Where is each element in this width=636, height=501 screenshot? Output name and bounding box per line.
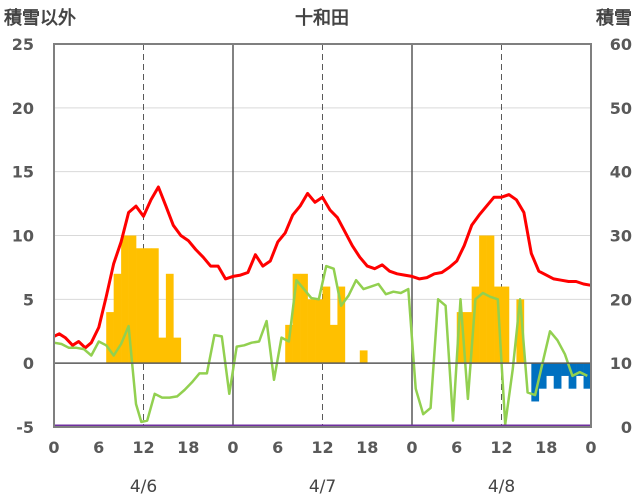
bar [292,273,301,364]
bar [531,363,540,402]
bar [329,324,338,364]
bar [121,235,129,364]
bar [128,235,137,364]
date-label: 4/6 [130,477,157,497]
bar [456,312,465,364]
bar [583,363,592,389]
bar [479,235,487,364]
left-tick-label: -5 [16,418,34,437]
right-tick-label: 60 [610,35,632,54]
x-tick-label: 12 [311,438,333,457]
left-tick-label: 15 [12,163,34,182]
left-tick-label: 10 [12,227,34,246]
series-line [53,185,592,350]
right-tick-label: 30 [610,227,632,246]
bar [158,337,167,364]
left-tick-label: 20 [12,99,34,118]
bar [553,363,562,389]
series-line [53,264,588,426]
right-tick-label: 10 [610,354,632,373]
bar [322,286,331,364]
right-tick-label: 40 [610,163,632,182]
plot-frame [53,43,592,428]
bar [494,286,502,364]
bar [546,363,555,376]
x-tick-label: 0 [585,438,596,457]
left-tick-label: 25 [12,35,34,54]
chart-title: 十和田 [295,7,349,29]
x-tick-label: 18 [177,438,199,457]
bar [516,299,525,364]
x-tick-label: 18 [356,438,378,457]
right-tick-label: 50 [610,99,632,118]
right-tick-label: 20 [610,290,632,309]
x-tick-label: 0 [406,438,417,457]
bar [113,273,122,364]
bar [315,299,323,364]
bar [143,248,152,364]
bar [136,248,144,364]
x-tick-label: 12 [132,438,154,457]
bar [576,363,584,376]
x-tick-label: 12 [490,438,512,457]
bar [501,286,510,364]
bar [486,235,495,364]
bar [106,312,114,364]
bar [337,286,346,364]
bar [471,286,480,364]
date-label: 4/7 [309,477,336,497]
x-tick-label: 0 [48,438,59,457]
x-tick-label: 0 [227,438,238,457]
axes [53,43,592,428]
bar [165,273,174,364]
x-tick-label: 6 [272,438,283,457]
x-tick-label: 6 [451,438,462,457]
right-tick-label: 0 [621,418,632,437]
left-axis-label: 積雪以外 [3,7,76,29]
bar [538,363,547,389]
left-tick-label: 5 [23,290,34,309]
bar [359,350,368,364]
right-axis-label: 積雪 [595,7,632,29]
x-tick-label: 6 [93,438,104,457]
bar [307,299,316,364]
bar [150,248,159,364]
date-label: 4/8 [488,477,515,497]
left-tick-label: 0 [23,354,34,373]
bar [300,273,308,364]
bar [173,337,182,364]
bar [285,324,293,364]
x-tick-label: 18 [535,438,557,457]
line-series [53,185,592,427]
bar [464,312,472,364]
bar [561,363,569,376]
